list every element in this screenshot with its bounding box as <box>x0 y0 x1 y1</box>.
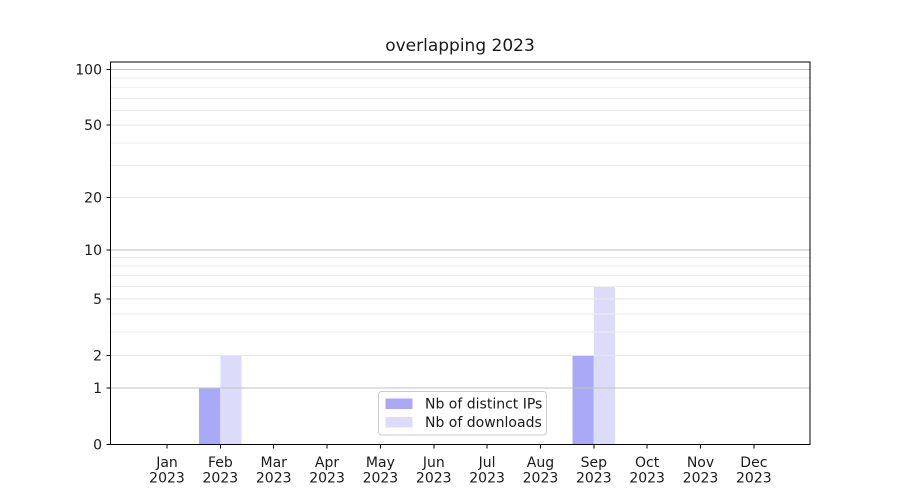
bar-feb-distinct-ips <box>199 388 221 445</box>
legend: Nb of distinct IPs Nb of downloads <box>378 391 547 436</box>
x-tick-label-year: 2023 <box>256 471 292 487</box>
x-tick-label-year: 2023 <box>149 471 185 487</box>
x-tick-label-month: Nov <box>687 455 714 471</box>
y-tick-label-0: 0 <box>93 438 102 454</box>
y-tick-label-20: 20 <box>84 190 102 206</box>
x-tick-label-month: Sep <box>581 455 608 471</box>
x-tick-label-month: Dec <box>740 455 767 471</box>
x-tick-label-month: Mar <box>260 455 287 471</box>
x-tick-label-month: Feb <box>208 455 233 471</box>
x-tick-label-year: 2023 <box>576 471 612 487</box>
x-tick-label-year: 2023 <box>416 471 452 487</box>
legend-swatch-downloads <box>385 417 413 428</box>
legend-label-distinct-ips: Nb of distinct IPs <box>425 397 542 413</box>
bar-sep-distinct-ips <box>572 355 594 445</box>
y-tick-label-100: 100 <box>75 63 102 79</box>
bars <box>199 286 616 445</box>
x-tick-label-month: Jan <box>155 455 178 471</box>
y-tick-label-50: 50 <box>84 118 102 134</box>
x-tick-label-month: May <box>366 455 395 471</box>
x-tick-label-year: 2023 <box>523 471 559 487</box>
x-tick-label-year: 2023 <box>203 471 239 487</box>
x-tick-label-month: Apr <box>315 455 339 471</box>
legend-label-downloads: Nb of downloads <box>425 415 542 431</box>
plot-frame <box>110 61 811 445</box>
x-tick-label-month: Jun <box>422 455 445 471</box>
x-tick-label-year: 2023 <box>629 471 665 487</box>
x-tick-label-month: Jul <box>478 455 496 471</box>
axis-ticks <box>106 69 755 449</box>
y-tick-label-2: 2 <box>93 348 102 364</box>
x-tick-label-year: 2023 <box>736 471 772 487</box>
x-tick-label-year: 2023 <box>363 471 399 487</box>
bar-sep-downloads <box>593 286 616 445</box>
x-tick-label-year: 2023 <box>683 471 719 487</box>
x-tick-labels: Jan2023Feb2023Mar2023Apr2023May2023Jun20… <box>149 455 771 487</box>
chart-title: overlapping 2023 <box>385 36 535 56</box>
bar-feb-downloads <box>220 355 242 445</box>
legend-swatch-distinct-ips <box>385 398 413 409</box>
x-tick-label-year: 2023 <box>309 471 345 487</box>
x-tick-label-month: Oct <box>635 455 660 471</box>
x-tick-label-year: 2023 <box>469 471 505 487</box>
x-tick-label-month: Aug <box>527 455 554 471</box>
y-tick-label-1: 1 <box>93 381 102 397</box>
y-tick-label-10: 10 <box>84 243 102 259</box>
y-tick-labels: 0 1 2 5 10 20 50 100 <box>75 63 102 454</box>
gridlines <box>110 69 810 389</box>
legend-box <box>378 391 547 436</box>
y-tick-label-5: 5 <box>93 292 102 308</box>
